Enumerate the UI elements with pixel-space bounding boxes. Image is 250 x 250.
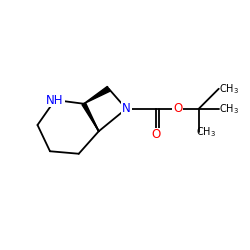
- Text: NH: NH: [46, 94, 64, 106]
- Text: N: N: [122, 102, 130, 115]
- Text: CH$_3$: CH$_3$: [196, 125, 216, 139]
- Text: O: O: [173, 102, 182, 115]
- Polygon shape: [82, 103, 99, 131]
- Text: CH$_3$: CH$_3$: [219, 82, 239, 96]
- Polygon shape: [84, 86, 110, 104]
- Text: O: O: [152, 128, 161, 141]
- Text: CH$_3$: CH$_3$: [219, 102, 239, 116]
